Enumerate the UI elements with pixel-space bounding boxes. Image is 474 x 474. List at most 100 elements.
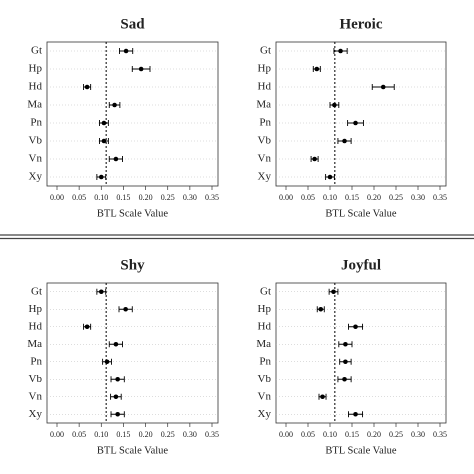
x-tick-label: 0.00 [50,193,64,202]
dot [318,306,324,312]
x-tick-label: 0.25 [389,193,403,202]
dot [320,394,325,400]
y-category-label: Ma [27,99,42,111]
dot [353,324,358,330]
dot [112,102,117,108]
y-category-label: Pn [30,355,42,367]
y-category-label: Pn [259,117,271,129]
dot [353,120,358,126]
x-axis-label: BTL Scale Value [97,445,168,456]
y-category-label: Ma [256,338,271,350]
y-category-label: Gt [31,285,42,297]
y-category-label: Xy [258,408,272,420]
y-category-label: Ma [27,338,42,350]
x-tick-label: 0.15 [116,193,130,202]
y-category-label: Hp [258,303,272,315]
dot [113,341,119,347]
dot [115,376,120,382]
plot-frame [46,282,219,424]
dot [84,324,90,330]
panel-title: Heroic [339,16,382,32]
x-tick-label: 0.30 [411,193,425,202]
y-category-label: Gt [260,45,271,57]
x-axis-label: BTL Scale Value [325,208,396,219]
panel-title: Shy [120,257,145,273]
y-category-label: Xy [29,408,43,420]
y-category-label: Xy [258,171,272,183]
y-category-label: Pn [30,117,42,129]
dot [101,120,107,126]
dot [380,84,386,90]
panel-title: Joyful [341,257,381,273]
dot [138,66,144,72]
dot [331,289,336,295]
x-tick-label: 0.35 [205,430,219,439]
dot [115,411,120,417]
plot-frame [46,41,219,187]
x-tick-label: 0.20 [367,430,381,439]
x-tick-label: 0.05 [72,430,86,439]
y-category-label: Hd [258,81,272,93]
y-category-label: Xy [29,171,43,183]
x-tick-label: 0.25 [161,430,175,439]
x-tick-label: 0.15 [345,430,359,439]
y-category-label: Hp [29,63,43,75]
x-tick-label: 0.25 [161,193,175,202]
x-tick-label: 0.20 [139,193,153,202]
dot [312,156,317,162]
x-tick-label: 0.30 [183,193,197,202]
dot [338,48,343,54]
x-tick-label: 0.00 [279,430,293,439]
x-tick-label: 0.05 [72,193,86,202]
dot [113,156,119,162]
x-tick-label: 0.00 [50,430,64,439]
x-tick-label: 0.10 [323,193,337,202]
dot [327,174,333,180]
y-category-label: Gt [31,45,42,57]
dot [342,376,347,382]
y-category-label: Hp [258,63,272,75]
dot [343,341,348,347]
x-tick-label: 0.10 [323,430,337,439]
dot [84,84,90,90]
x-tick-label: 0.05 [301,430,315,439]
x-tick-label: 0.15 [345,193,359,202]
y-category-label: Vn [258,390,272,402]
x-tick-label: 0.20 [367,193,381,202]
plot-frame [275,282,447,424]
dot [353,411,358,417]
x-tick-label: 0.20 [139,430,153,439]
y-category-label: Hp [29,303,43,315]
panel-title: Sad [120,16,145,32]
y-category-label: Gt [260,285,271,297]
dot [123,48,129,54]
x-tick-label: 0.05 [301,193,315,202]
x-tick-label: 0.35 [205,193,219,202]
dot [332,102,337,108]
y-category-label: Vb [258,373,272,385]
dot [113,394,119,400]
dot [343,359,348,365]
x-tick-label: 0.00 [279,193,293,202]
dot [123,306,128,312]
x-tick-label: 0.15 [116,430,130,439]
y-category-label: Vn [29,390,43,402]
y-category-label: Pn [259,355,271,367]
dot [342,138,347,144]
y-category-label: Vb [258,135,272,147]
x-tick-label: 0.30 [411,430,425,439]
dot [104,359,110,365]
x-axis-label: BTL Scale Value [325,445,396,456]
dot [98,174,104,180]
x-tick-label: 0.35 [433,430,447,439]
dot [101,138,107,144]
y-category-label: Vb [29,373,43,385]
y-category-label: Vn [29,153,43,165]
y-category-label: Hd [29,81,43,93]
x-tick-label: 0.10 [94,193,108,202]
x-tick-label: 0.10 [94,430,108,439]
plot-frame [275,41,447,187]
y-category-label: Vn [258,153,272,165]
dot [98,289,104,295]
